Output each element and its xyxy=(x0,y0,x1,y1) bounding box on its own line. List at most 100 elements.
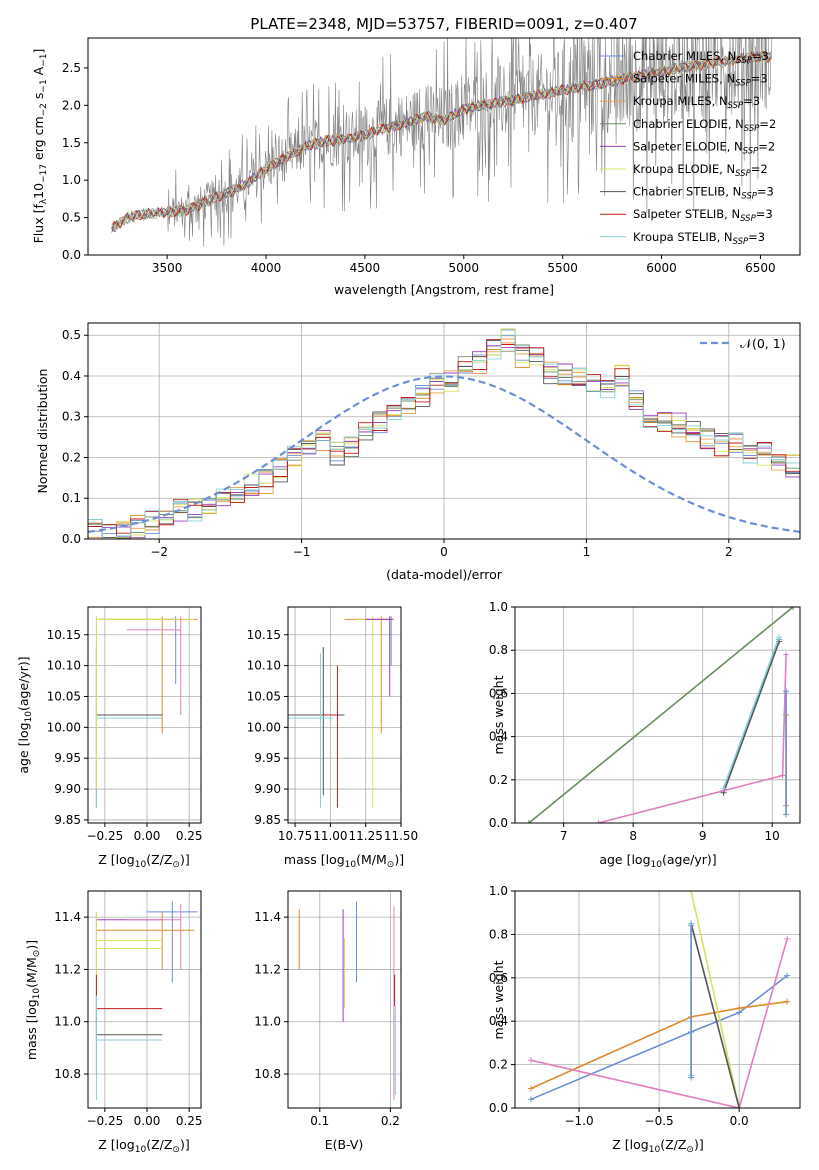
label-part: Flux [f xyxy=(31,204,46,244)
residuals-frame xyxy=(87,322,801,540)
label-part: age [log xyxy=(16,722,31,773)
mass-weight-line xyxy=(530,974,788,1101)
label-part: 10 xyxy=(651,860,663,870)
legend-value: =3 xyxy=(757,185,774,199)
y-tick-label: 10.15 xyxy=(247,628,281,642)
x-tick-label: 0.25 xyxy=(176,829,203,843)
legend-sub: SSP xyxy=(736,56,752,66)
y-tick-label: 0.0 xyxy=(62,248,81,262)
legend-name: Chabrier MILES, N xyxy=(633,49,736,63)
x-tick-label: 0.00 xyxy=(134,829,161,843)
legend-label: Salpeter STELIB, NSSP=3 xyxy=(633,207,773,224)
observed-spectrum-line xyxy=(111,38,773,247)
legend-label: Kroupa MILES, NSSP=3 xyxy=(633,94,760,111)
label-part: (Z/Z xyxy=(660,1137,686,1152)
y-tick-label: 0.2 xyxy=(489,773,508,787)
label-part: (age/yr)] xyxy=(662,852,717,867)
legend-label: Kroupa STELIB, NSSP=3 xyxy=(633,230,765,247)
legend-label: Chabrier ELODIE, NSSP=2 xyxy=(633,117,776,134)
model-spectrum-line xyxy=(111,51,772,231)
weight_vs_Z-plot-area xyxy=(528,891,791,1108)
age_vs_mass-axes: 10.75 11.00 11.25 11.50 9.85 9.90 9.95 10.00 10.… xyxy=(247,606,418,870)
legend-value: =3 xyxy=(743,94,760,108)
label-part: )] xyxy=(180,852,190,867)
label-part: s xyxy=(31,93,46,104)
label-part: )] xyxy=(24,940,39,950)
y-tick-label: 9.95 xyxy=(254,751,281,765)
x-tick-label: 10 xyxy=(765,829,780,843)
spectrum-frame xyxy=(87,37,801,256)
y-tick-label: 0.8 xyxy=(489,643,508,657)
x-tick-label: −0.25 xyxy=(86,1114,123,1128)
label-part: −17 xyxy=(39,164,49,183)
legend-label: Chabrier STELIB, NSSP=3 xyxy=(633,185,774,202)
legend-sub: SSP xyxy=(741,192,757,202)
mass-weight-line xyxy=(690,891,740,1108)
mass-vs-z-xlabel: Z [log10(Z/Z⊙)] xyxy=(98,1137,189,1155)
weight-vs-age-frame xyxy=(514,606,801,824)
legend-sub: SSP xyxy=(735,169,751,179)
y-tick-label: 0.2 xyxy=(489,1058,508,1072)
y-tick-label: 10.05 xyxy=(47,689,81,703)
spectrum-axes: 3500 4000 4500 5000 5500 6000 6500 0.0 0.5 1.0 1.5… xyxy=(31,37,801,297)
mass-weight-line xyxy=(722,641,780,794)
label-part: (M/M xyxy=(356,852,387,867)
y-tick-label: 10.00 xyxy=(247,720,281,734)
y-tick-label: 0.5 xyxy=(62,328,81,342)
label-part: ⊙ xyxy=(172,860,180,870)
y-tick-label: 11.0 xyxy=(254,1015,281,1029)
y-tick-label: 0.0 xyxy=(489,1101,508,1115)
label-part: Z [log xyxy=(612,1137,648,1152)
weight-vs-z-frame xyxy=(514,890,801,1109)
x-tick-label: 5500 xyxy=(547,261,578,275)
label-part: (age/yr)] xyxy=(16,656,31,711)
x-tick-label: 0.1 xyxy=(310,1114,329,1128)
age_vs_mass-plot-area xyxy=(288,616,394,808)
legend-sub: SSP xyxy=(740,214,756,224)
legend-sub: SSP xyxy=(744,124,760,134)
y-tick-label: 1.0 xyxy=(62,173,81,187)
legend-value: =2 xyxy=(751,162,768,176)
y-tick-label: 9.90 xyxy=(54,782,81,796)
label-part: 10 xyxy=(135,1145,147,1155)
y-tick-label: 10.15 xyxy=(47,628,81,642)
y-tick-label: 9.95 xyxy=(54,751,81,765)
mass-weight-line xyxy=(690,923,740,1108)
x-tick-label: 1 xyxy=(583,545,591,559)
x-tick-label: 0.00 xyxy=(134,1114,161,1128)
mass-vs-z-ylabel: mass [log10(M/M⊙)] xyxy=(24,940,42,1060)
y-tick-label: 11.4 xyxy=(54,910,81,924)
x-tick-label: 11.00 xyxy=(313,829,347,843)
x-tick-label: 0.25 xyxy=(176,1114,203,1128)
age-vs-z-xlabel: Z [log10(Z/Z⊙)] xyxy=(98,852,189,870)
legend-name: Kroupa STELIB, N xyxy=(633,230,733,244)
x-tick-label: −0.5 xyxy=(645,1114,674,1128)
label-part: ] xyxy=(31,49,46,54)
y-tick-label: 10.05 xyxy=(247,689,281,703)
weight-vs-z-xlabel: Z [log10(Z/Z⊙)] xyxy=(612,1137,703,1155)
age_vs_Z-plot-area xyxy=(95,616,198,808)
x-tick-label: −1 xyxy=(293,545,311,559)
label-part: 10 xyxy=(32,988,42,1000)
age-vs-mass-frame xyxy=(287,606,402,824)
weight-vs-age-ylabel: mass weight xyxy=(491,675,506,754)
legend-label: Chabrier MILES, NSSP=3 xyxy=(633,49,769,66)
y-tick-label: 0.2 xyxy=(62,450,81,464)
x-tick-label: −1.0 xyxy=(564,1114,593,1128)
weight_vs_age-plot-area xyxy=(525,607,797,823)
label-part: mass [log xyxy=(24,999,39,1060)
legend-label: Salpeter MILES, NSSP=3 xyxy=(633,72,768,89)
residuals-xlabel: (data-model)/error xyxy=(386,567,503,582)
x-tick-label: 0.2 xyxy=(381,1114,400,1128)
label-part: 10 xyxy=(31,183,46,199)
y-tick-label: 11.0 xyxy=(54,1015,81,1029)
label-part: erg cm xyxy=(31,116,46,164)
x-tick-label: 0.0 xyxy=(730,1114,749,1128)
legend-value: =2 xyxy=(758,139,775,153)
label-part: (Z/Z xyxy=(146,852,172,867)
y-tick-label: 0.1 xyxy=(62,491,81,505)
y-tick-label: 0.0 xyxy=(62,532,81,546)
y-tick-label: 2.5 xyxy=(62,61,81,75)
gaussian-legend-label: 𝒩(0, 1) xyxy=(740,336,786,351)
